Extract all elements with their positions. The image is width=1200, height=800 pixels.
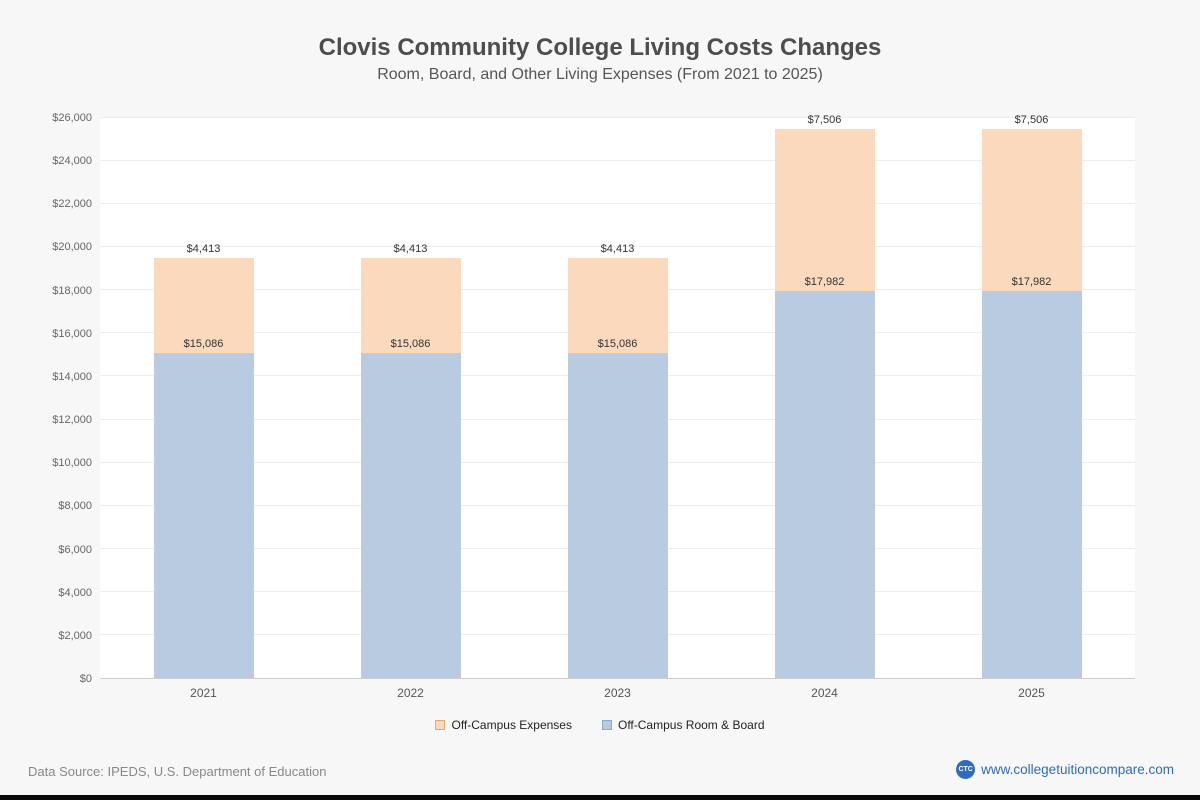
bar-value-label: $15,086: [597, 338, 638, 351]
data-source-note: Data Source: IPEDS, U.S. Department of E…: [28, 764, 327, 779]
gridline: [100, 246, 1135, 248]
y-tick-label: $18,000: [52, 284, 92, 297]
bar-value-label: $4,413: [186, 243, 221, 256]
bar-value-label: $4,413: [600, 243, 635, 256]
bar-segment-2025-room-board[interactable]: [981, 290, 1082, 678]
bar-value-label: $17,982: [1011, 275, 1052, 288]
bar-value-label: $15,086: [183, 338, 224, 351]
bar-value-label: $7,506: [1014, 114, 1049, 127]
gridline: [100, 203, 1135, 205]
website-link[interactable]: www.collegetuitioncompare.com: [981, 762, 1174, 777]
x-tick-label: 2024: [811, 686, 838, 700]
gridline: [100, 117, 1135, 118]
legend-label: Off-Campus Room & Board: [617, 718, 765, 732]
plot-area: $15,086 $4,413 $15,086 $4,413 $15,086 $4,413 $…: [100, 114, 1135, 679]
bar-segment-2023-expenses[interactable]: [567, 258, 668, 354]
bar-segment-2025-expenses[interactable]: [981, 129, 1082, 291]
website-attribution[interactable]: CTC www.collegetuitioncompare.com: [956, 760, 1174, 779]
bar-value-label: $4,413: [393, 243, 428, 256]
y-tick-label: $6,000: [58, 543, 92, 556]
x-tick-label: 2023: [604, 686, 631, 700]
legend-swatch-icon: [601, 720, 612, 730]
legend-label: Off-Campus Expenses: [451, 718, 572, 732]
bar-segment-2022-room-board[interactable]: [360, 353, 461, 678]
y-axis: $0 $2,000 $4,000 $6,000 $8,000 $10,000 $12,000…: [0, 112, 92, 685]
bar-segment-2022-expenses[interactable]: [360, 258, 461, 354]
bar-segment-2023-room-board[interactable]: [567, 353, 668, 678]
legend-item-room-board[interactable]: Off-Campus Room & Board: [601, 718, 765, 732]
y-tick-label: $20,000: [52, 241, 92, 254]
bar-segment-2024-room-board[interactable]: [774, 290, 875, 678]
y-tick-label: $2,000: [58, 629, 92, 642]
bar-segment-2021-expenses[interactable]: [153, 258, 254, 354]
y-tick-label: $22,000: [52, 198, 92, 211]
y-tick-label: $12,000: [52, 414, 92, 427]
y-tick-label: $26,000: [52, 112, 92, 124]
x-tick-label: 2021: [190, 686, 217, 700]
ctc-logo-icon: CTC: [956, 760, 976, 779]
y-tick-label: $14,000: [52, 370, 92, 383]
y-tick-label: $24,000: [52, 155, 92, 168]
y-tick-label: $10,000: [52, 457, 92, 470]
legend-item-expenses[interactable]: Off-Campus Expenses: [435, 718, 572, 732]
x-axis: 2021 2022 2023 2024 2025: [100, 686, 1135, 702]
bottom-bar: [0, 795, 1200, 800]
chart-title: Clovis Community College Living Costs Ch…: [318, 34, 882, 61]
chart-subtitle: Room, Board, and Other Living Expenses (…: [377, 66, 823, 83]
y-tick-label: $16,000: [52, 327, 92, 340]
y-tick-label: $0: [79, 673, 92, 685]
bar-value-label: $15,086: [390, 338, 431, 351]
y-tick-label: $8,000: [58, 500, 92, 513]
y-tick-label: $4,000: [58, 586, 92, 599]
x-tick-label: 2022: [397, 686, 424, 700]
legend: Off-Campus Expenses Off-Campus Room & Boa…: [0, 718, 1200, 732]
bar-value-label: $17,982: [804, 275, 845, 288]
legend-swatch-icon: [435, 720, 446, 730]
bar-segment-2021-room-board[interactable]: [153, 353, 254, 678]
bar-segment-2024-expenses[interactable]: [774, 129, 875, 291]
bar-value-label: $7,506: [807, 114, 842, 127]
gridline: [100, 160, 1135, 162]
x-tick-label: 2025: [1018, 686, 1045, 700]
